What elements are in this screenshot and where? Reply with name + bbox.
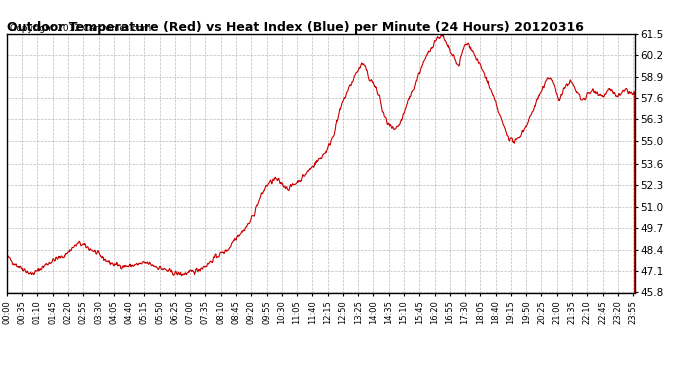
Text: Copyright 2012 Cartronics.com: Copyright 2012 Cartronics.com: [10, 24, 151, 33]
Text: Outdoor Temperature (Red) vs Heat Index (Blue) per Minute (24 Hours) 20120316: Outdoor Temperature (Red) vs Heat Index …: [7, 21, 584, 34]
